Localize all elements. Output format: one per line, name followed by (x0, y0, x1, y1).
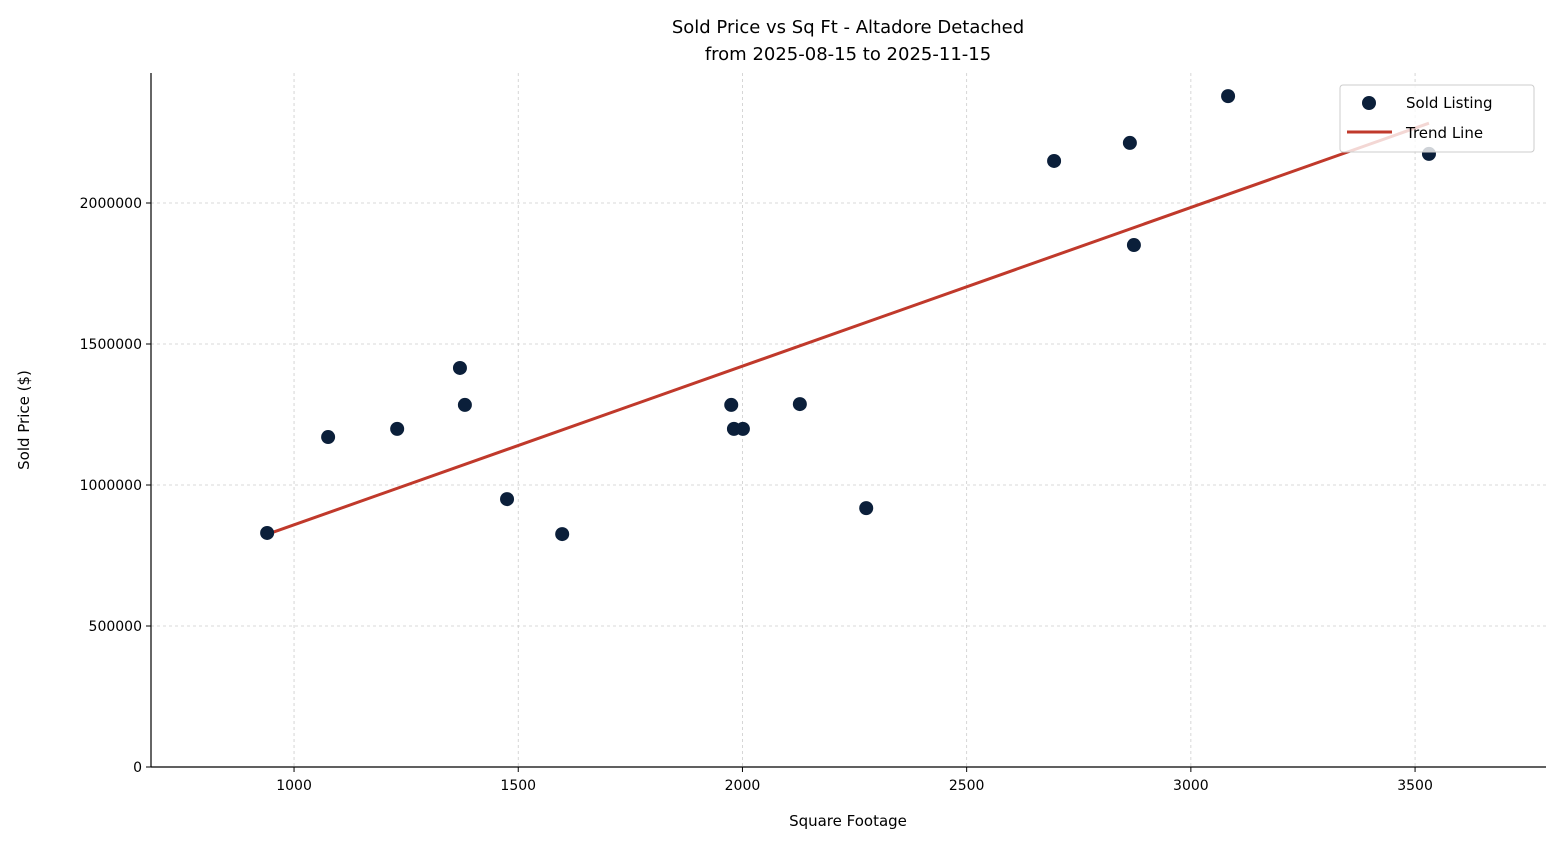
x-tick-label: 1000 (276, 778, 312, 794)
x-tick-label: 2500 (949, 778, 985, 794)
legend-label-sold-listing: Sold Listing (1406, 94, 1493, 112)
legend: Sold Listing Trend Line (1339, 84, 1535, 153)
data-point (500, 492, 515, 507)
x-tick-label: 3500 (1397, 778, 1433, 794)
y-tick-label: 1500000 (80, 337, 142, 353)
data-point (390, 421, 405, 436)
data-point (724, 397, 739, 412)
data-point (735, 421, 750, 436)
data-point (321, 430, 336, 445)
y-tick-label: 1000000 (80, 478, 142, 494)
grid (151, 73, 1546, 767)
x-axis-label: Square Footage (789, 812, 907, 830)
trend-line (266, 121, 1430, 536)
data-point (859, 501, 874, 516)
data-point (457, 397, 472, 412)
chart-title: Sold Price vs Sq Ft - Altadore Detached (672, 17, 1024, 38)
data-point (260, 525, 275, 540)
data-point (1047, 153, 1062, 168)
legend-box (1339, 84, 1535, 153)
y-axis-label: Sold Price ($) (15, 370, 33, 470)
data-point (452, 360, 467, 375)
ticks: 1000 1500 2000 2500 3000 3500 0 500000 1000000 15… (80, 196, 1433, 794)
x-tick-label: 3000 (1173, 778, 1209, 794)
legend-marker-sold-listing (1362, 96, 1376, 110)
x-tick-label: 2000 (725, 778, 761, 794)
marks (260, 89, 1436, 542)
data-point (555, 527, 570, 542)
data-point (1221, 89, 1236, 104)
data-point (1126, 238, 1141, 253)
chart-subtitle: from 2025-08-15 to 2025-11-15 (705, 44, 991, 65)
y-tick-label: 2000000 (80, 196, 142, 212)
data-point (792, 397, 807, 412)
y-tick-label: 0 (133, 760, 142, 776)
x-tick-label: 1500 (500, 778, 536, 794)
legend-label-trend-line: Trend Line (1405, 124, 1483, 142)
y-tick-label: 500000 (89, 619, 142, 635)
data-point (1122, 135, 1137, 150)
